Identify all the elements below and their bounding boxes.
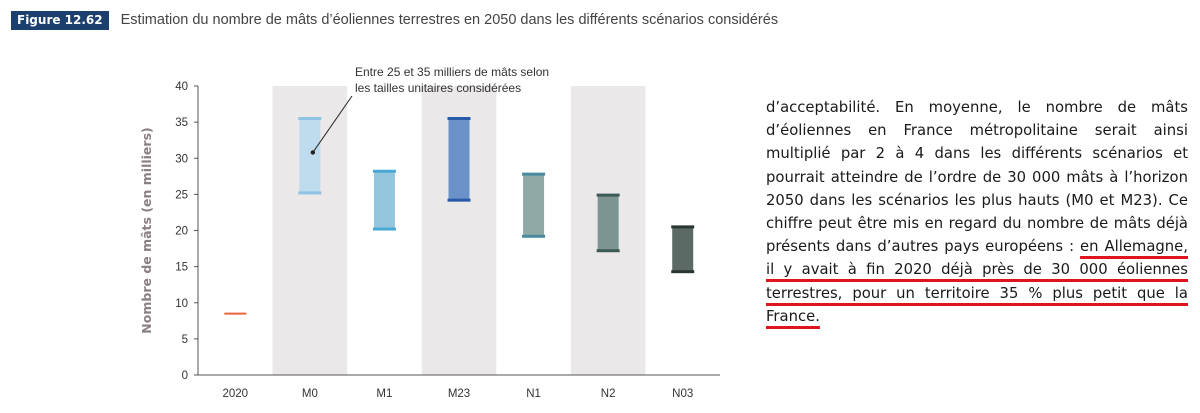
underlined-text: en Allemagne, il y avait à fin 2020 déjà… xyxy=(766,238,1188,325)
range-bar xyxy=(523,174,545,237)
x-tick-label: N1 xyxy=(526,388,541,400)
range-bar xyxy=(672,226,694,272)
chart-marks xyxy=(224,117,695,315)
x-tick-label: 2020 xyxy=(222,388,248,400)
range-bar-bottom-cap xyxy=(522,234,546,238)
y-tick-label: 25 xyxy=(175,189,188,201)
range-bar-bottom-cap xyxy=(671,270,695,274)
annotation-leader-line xyxy=(312,95,353,153)
range-bar-top-cap xyxy=(671,225,695,229)
range-chart: 0 5 10 15 20 25 30 35 40 Nombre de mâts (en milli… xyxy=(139,65,720,400)
x-tick-label: M0 xyxy=(302,388,318,400)
figure-badge: Figure 12.62 xyxy=(11,10,109,30)
range-bar xyxy=(597,195,619,251)
x-tick-label: N2 xyxy=(601,388,616,400)
figure-title: Estimation du nombre de mâts d’éoliennes… xyxy=(120,12,779,28)
figure-header: Figure 12.62 Estimation du nombre de mât… xyxy=(11,10,778,30)
range-bar-top-cap xyxy=(596,193,620,197)
x-tick-label: N03 xyxy=(672,388,693,400)
range-bar-top-cap xyxy=(298,117,322,121)
chart-annotation: Entre 25 et 35 milliers de mâts selon les… xyxy=(310,65,549,155)
body-text-part: d’acceptabilité. En moyenne, le nombre d… xyxy=(766,99,1188,256)
y-tick-label: 15 xyxy=(175,262,188,274)
range-bar-top-cap xyxy=(447,117,471,121)
annotation-dot xyxy=(310,150,316,155)
annotation-line-2: les tailles unitaires considérées xyxy=(355,81,521,95)
range-bar-bottom-cap xyxy=(298,191,322,195)
y-axis-label: Nombre de mâts (en milliers) xyxy=(139,127,154,333)
annotation-line-1: Entre 25 et 35 milliers de mâts selon xyxy=(355,65,549,79)
y-tick-label: 30 xyxy=(175,153,188,165)
range-bar-bottom-cap xyxy=(447,198,471,202)
body-paragraph: d’acceptabilité. En moyenne, le nombre d… xyxy=(766,96,1188,328)
y-tick-label: 35 xyxy=(175,117,188,129)
y-tick-label: 40 xyxy=(175,81,188,93)
range-bar-top-cap xyxy=(522,172,546,176)
range-bar-bottom-cap xyxy=(596,249,620,253)
range-bar xyxy=(373,171,395,230)
chart-axes: 0 5 10 15 20 25 30 35 40 Nombre de mâts (en milli… xyxy=(139,81,720,400)
y-tick-label: 10 xyxy=(175,298,188,310)
x-tick-label: M23 xyxy=(448,388,470,400)
y-tick-label: 5 xyxy=(182,334,188,346)
range-bar-top-cap xyxy=(372,169,396,173)
x-tick-label: M1 xyxy=(376,388,392,400)
y-tick-label: 0 xyxy=(182,370,188,382)
y-tick-label: 20 xyxy=(175,226,188,238)
range-bar-bottom-cap xyxy=(372,227,396,231)
range-bar xyxy=(299,118,321,193)
range-bar xyxy=(448,118,470,201)
